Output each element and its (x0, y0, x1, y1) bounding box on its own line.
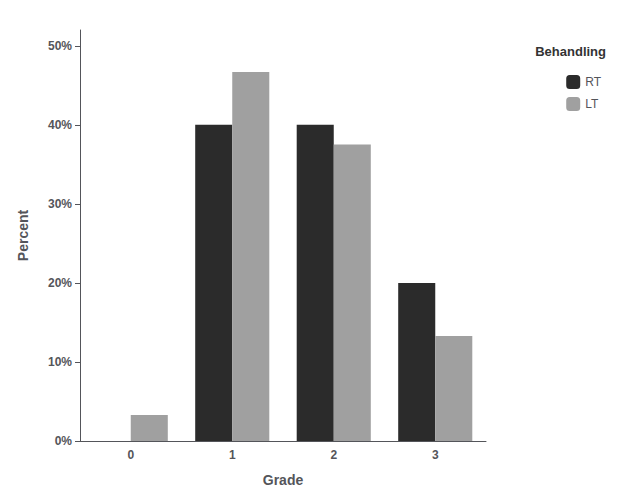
svg-text:Percent: Percent (15, 209, 31, 261)
svg-text:1: 1 (229, 448, 236, 462)
svg-text:10%: 10% (48, 355, 72, 369)
svg-text:Behandling: Behandling (535, 44, 606, 59)
svg-text:0%: 0% (55, 434, 73, 448)
svg-text:2: 2 (330, 448, 337, 462)
svg-text:LT: LT (585, 97, 599, 111)
svg-text:30%: 30% (48, 197, 72, 211)
svg-text:40%: 40% (48, 118, 72, 132)
svg-text:3: 3 (432, 448, 439, 462)
svg-text:RT: RT (585, 75, 601, 89)
svg-text:50%: 50% (48, 39, 72, 53)
svg-text:Grade: Grade (263, 472, 304, 488)
svg-text:0: 0 (127, 448, 134, 462)
svg-text:20%: 20% (48, 276, 72, 290)
